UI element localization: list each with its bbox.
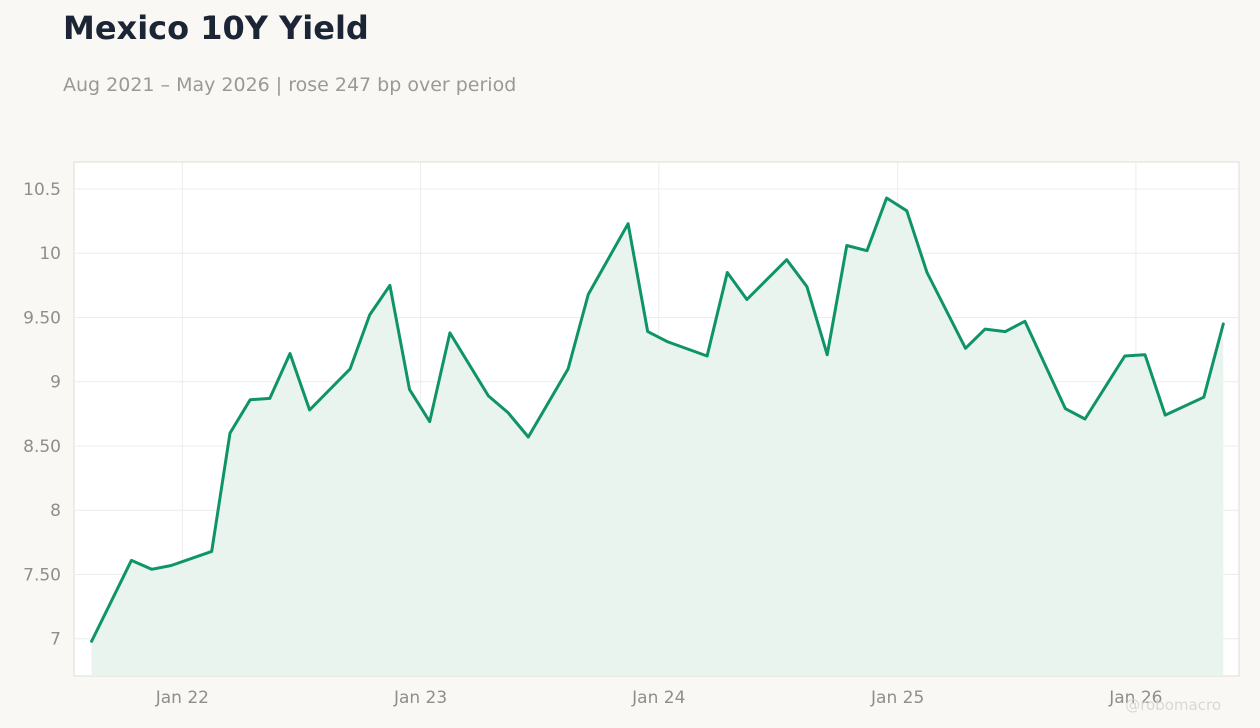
y-tick-label: 9.50 [23,308,61,328]
y-tick-label: 7.50 [23,565,61,585]
x-axis: Jan 22 Jan 23 Jan 24 Jan 25 Jan 26 [155,688,1163,708]
y-tick-label: 10 [39,244,61,264]
chart-title: Mexico 10Y Yield [63,9,369,47]
chart-subtitle: Aug 2021 – May 2026 | rose 247 bp over p… [63,74,517,96]
series-area [91,198,1224,676]
y-tick-label: 7 [50,630,61,650]
watermark: @robomacro [1125,696,1221,714]
y-axis: 7 7.50 8 8.50 9 9.50 10 10.5 [23,180,61,650]
x-tick-label: Jan 24 [631,688,685,708]
x-tick-label: Jan 25 [870,688,924,708]
x-tick-label: Jan 26 [1108,688,1162,708]
y-tick-label: 8.50 [23,437,61,457]
series-line [90,196,1225,643]
y-tick-label: 9 [50,373,61,393]
y-tick-label: 10.5 [23,180,61,200]
x-tick-label: Jan 23 [393,688,447,708]
x-tick-label: Jan 22 [155,688,209,708]
y-tick-label: 8 [50,501,61,521]
